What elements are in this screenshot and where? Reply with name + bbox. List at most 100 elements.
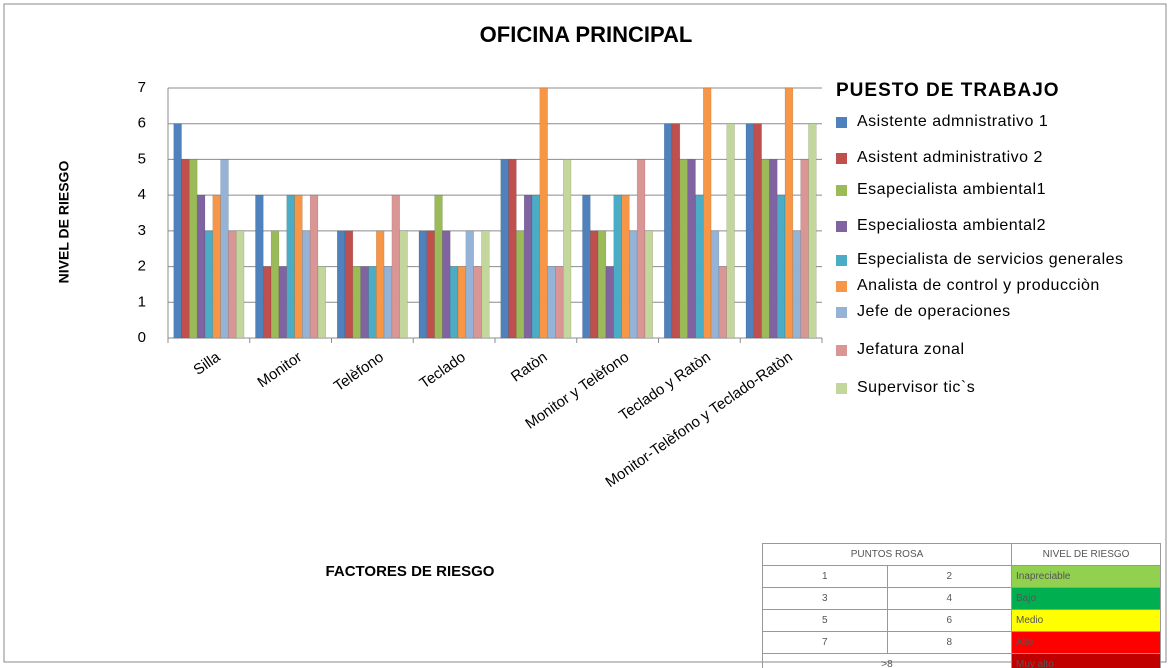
legend-item: Especialista de servicios generales (836, 250, 1156, 270)
legend-label: Jefe de operaciones (857, 303, 1011, 320)
x-axis-label: FACTORES DE RIESGO (326, 563, 495, 580)
bar (449, 266, 459, 339)
points-cell: 5 (762, 609, 888, 632)
legend: PUESTO DE TRABAJO Asistente admnistrativ… (836, 80, 1156, 398)
table-row: 7 8 Alto (762, 631, 1161, 654)
bar (189, 159, 198, 339)
legend-item: Especialiosta ambiental2 (836, 216, 1156, 236)
bar (547, 266, 556, 339)
points-cell: 4 (886, 587, 1012, 610)
bar (613, 194, 622, 339)
bar (352, 266, 361, 339)
bar (481, 230, 490, 339)
bar (671, 123, 681, 339)
bar (368, 266, 377, 339)
bar (426, 230, 435, 339)
bar (391, 194, 400, 339)
legend-swatch (836, 185, 847, 196)
legend-item: Asistent administrativo 2 (836, 148, 1156, 168)
bar (360, 266, 369, 339)
x-tick-label: Teclado (417, 349, 469, 393)
bar (644, 230, 654, 339)
points-cell: >8 (762, 653, 1012, 668)
bar (465, 230, 474, 339)
bar (687, 159, 696, 339)
bar (597, 230, 607, 339)
legend-swatch (836, 383, 847, 394)
legend-item: Asistente admnistrativo 1 (836, 112, 1156, 132)
bar (196, 194, 206, 339)
points-cell: 1 (762, 565, 888, 588)
header-cell: PUNTOS ROSA (762, 543, 1012, 566)
chart-title: OFICINA PRINCIPAL (480, 22, 693, 47)
bar (621, 194, 630, 339)
bar (695, 194, 704, 339)
legend-item: Jefatura zonal (836, 340, 1156, 360)
bar (800, 159, 809, 339)
bar (582, 194, 591, 339)
bar (590, 230, 599, 339)
legend-swatch (836, 281, 847, 292)
bar (555, 266, 564, 339)
bar (376, 230, 385, 339)
legend-label: Especialista de servicios generales (857, 251, 1124, 268)
bar (220, 159, 229, 339)
header-cell: NIVEL DE RIESGO (1011, 543, 1161, 566)
bar (605, 266, 614, 339)
x-tick-label: Ratòn (508, 349, 551, 386)
bar (317, 266, 327, 339)
legend-label: Asistente admnistrativo 1 (857, 113, 1049, 130)
legend-label: Analista de control y producciòn (857, 277, 1100, 294)
bar (235, 230, 245, 339)
legend-swatch (836, 117, 847, 128)
y-tick-label: 5 (138, 150, 146, 167)
bar (500, 159, 509, 339)
points-cell: 6 (886, 609, 1012, 632)
table-row: >8 Muy alto (762, 653, 1161, 668)
legend-swatch (836, 345, 847, 356)
table-row: 3 4 Bajo (762, 587, 1161, 610)
y-tick-label: 7 (138, 79, 146, 96)
bar (270, 230, 280, 339)
legend-item: Esapecialista ambiental1 (836, 180, 1156, 200)
bar (418, 230, 428, 339)
points-cell: 3 (762, 587, 888, 610)
bar (629, 230, 638, 339)
bar (531, 194, 541, 339)
bar (383, 266, 393, 339)
bar (294, 194, 303, 339)
bar (703, 87, 712, 339)
points-cell: 2 (886, 565, 1012, 588)
bar (181, 159, 190, 339)
bar (508, 159, 517, 339)
legend-item: Analista de control y producciòn (836, 276, 1156, 296)
table-row: 1 2 Inapreciable (762, 565, 1161, 588)
table-row: 5 6 Medio (762, 609, 1161, 632)
bar (399, 230, 408, 339)
level-cell: Bajo (1011, 587, 1161, 610)
bar (784, 87, 794, 339)
chart-border (3, 3, 1167, 663)
bar (228, 230, 237, 339)
level-cell: Muy alto (1011, 653, 1161, 668)
bar (286, 194, 295, 339)
bar (761, 159, 770, 339)
legend-item: Jefe de operaciones (836, 302, 1156, 322)
bar (473, 266, 482, 339)
bar (745, 123, 755, 339)
y-axis-label: NIVEL DE RIESGO (56, 161, 72, 284)
legend-label: Esapecialista ambiental1 (857, 181, 1046, 198)
bar (539, 87, 548, 339)
bar (753, 123, 762, 339)
x-tick-label: Silla (190, 348, 224, 379)
bar (808, 123, 817, 339)
points-cell: 7 (762, 631, 888, 654)
legend-label: Especialiosta ambiental2 (857, 217, 1046, 234)
level-cell: Medio (1011, 609, 1161, 632)
bar (792, 230, 801, 339)
legend-label: Jefatura zonal (857, 341, 965, 358)
bar (212, 194, 221, 339)
bar (523, 194, 533, 339)
